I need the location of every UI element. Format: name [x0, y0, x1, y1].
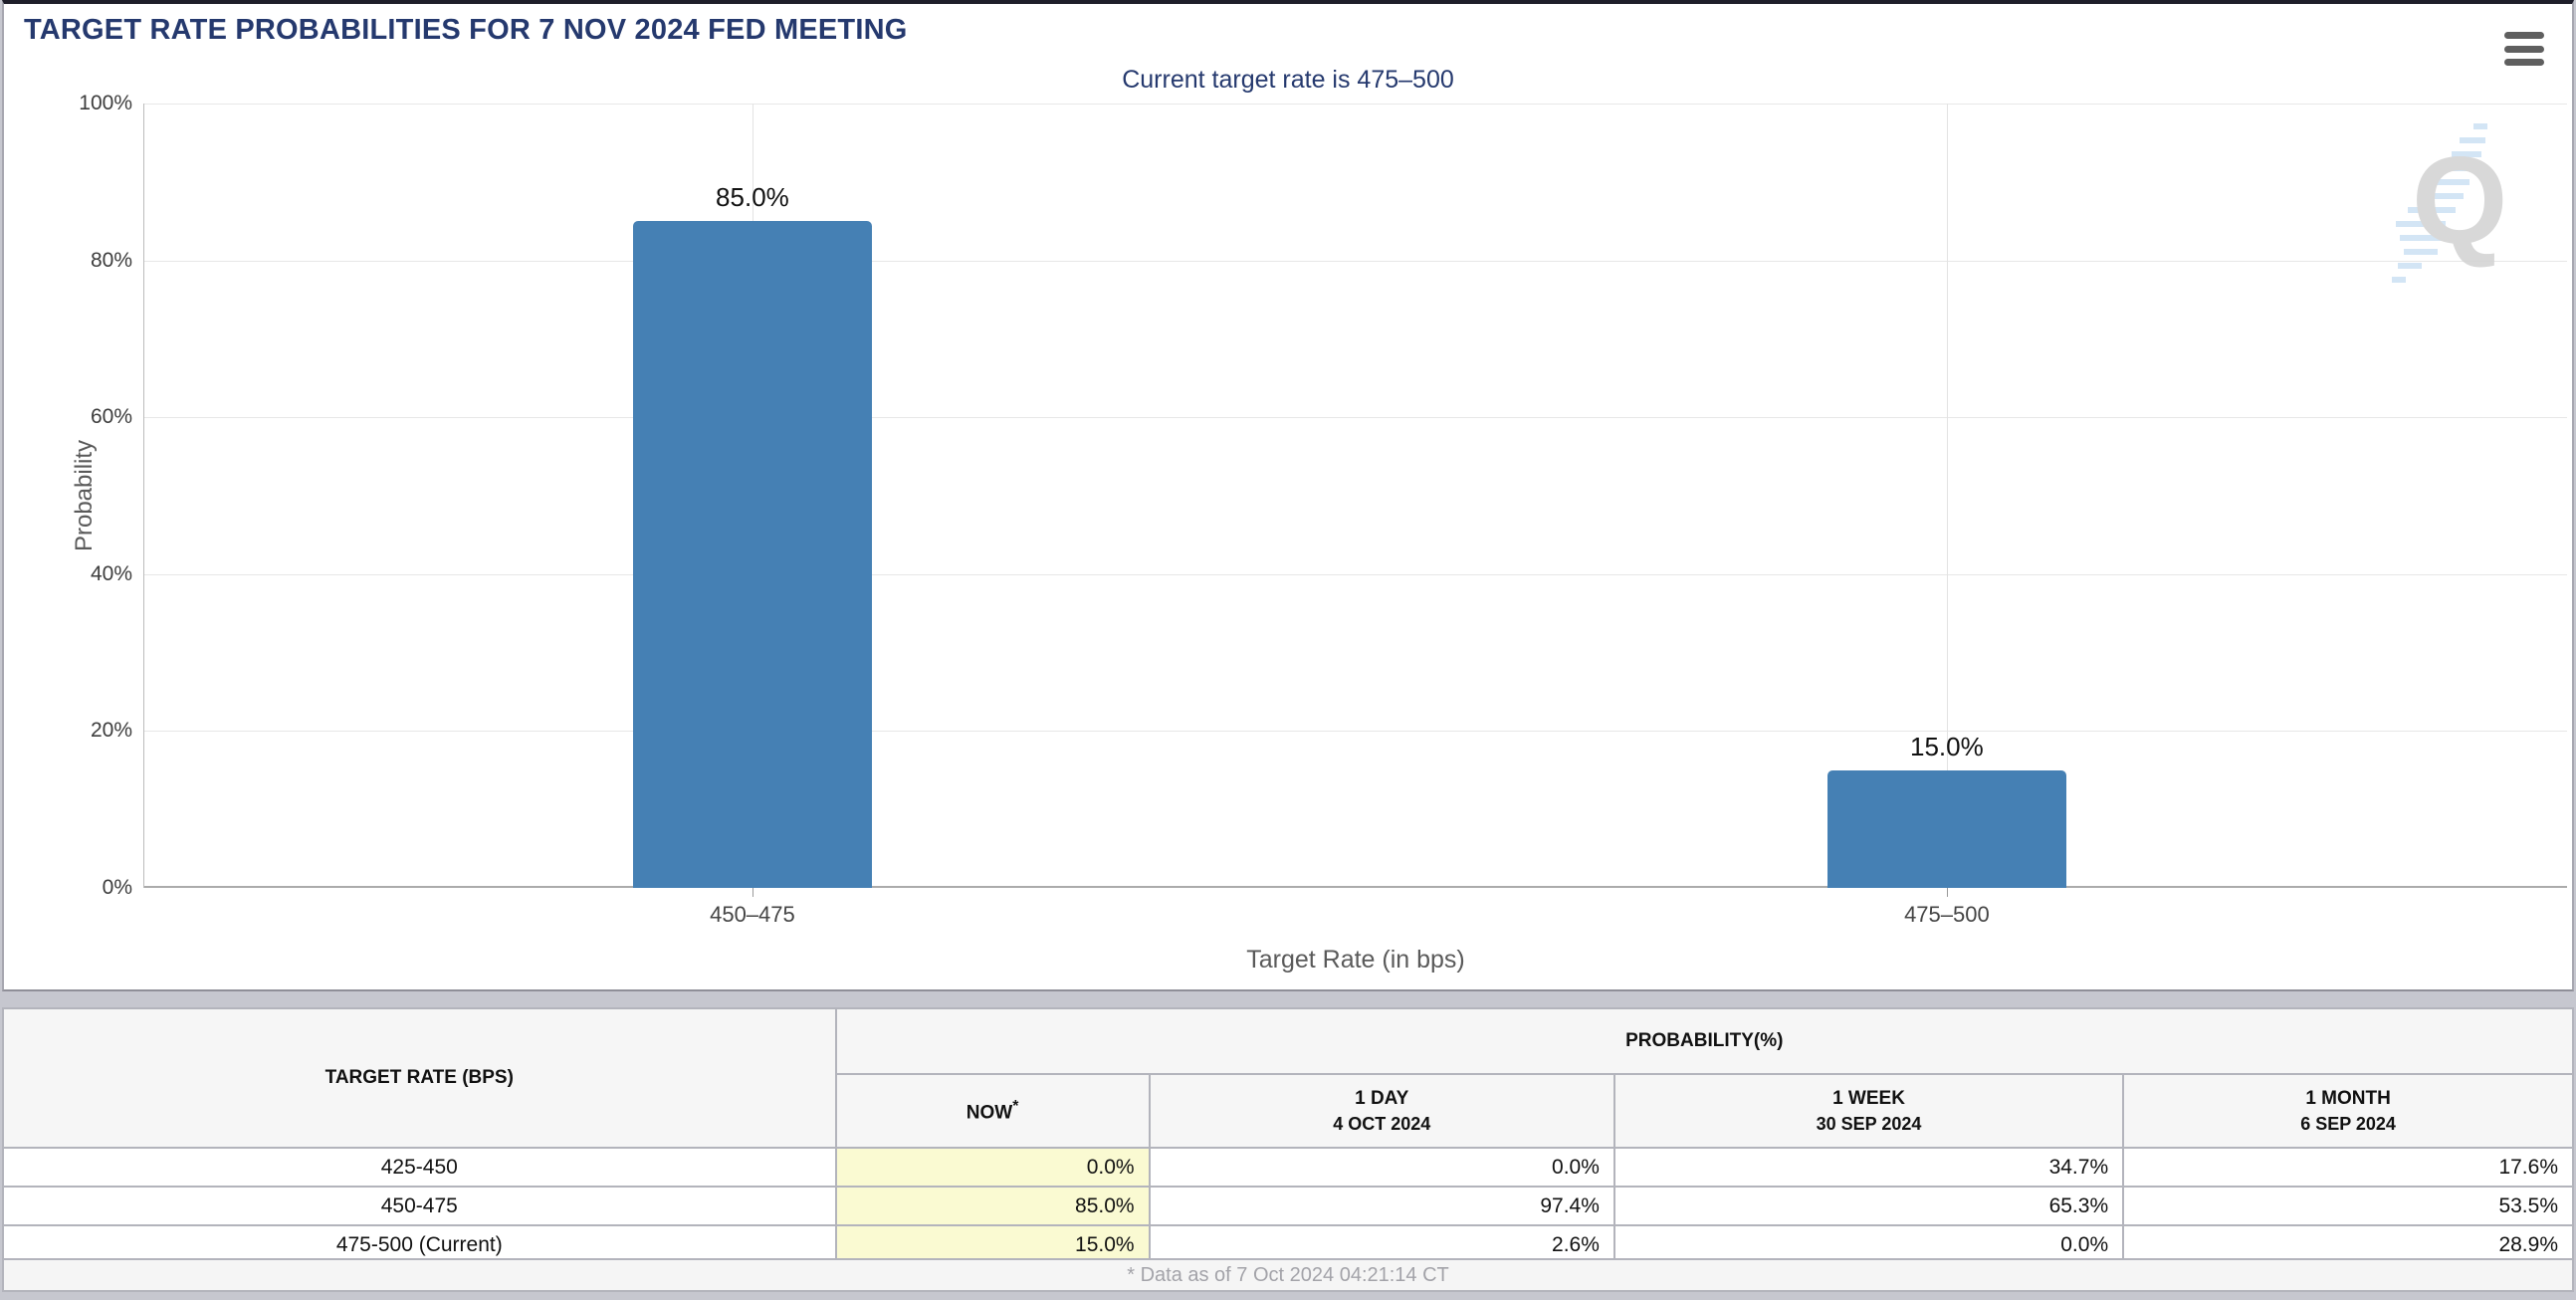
- hamburger-bar: [2504, 59, 2544, 66]
- y-axis-title: Probability: [71, 439, 99, 552]
- gridline-20: [144, 731, 2567, 732]
- now-label: NOW: [966, 1102, 1013, 1124]
- col-header-target-rate: TARGET RATE (BPS): [2, 1007, 837, 1149]
- rate-range-cell: 450-475: [2, 1186, 837, 1226]
- chart-panel: TARGET RATE PROBABILITIES FOR 7 NOV 2024…: [2, 0, 2574, 991]
- gridline-60: [144, 417, 2567, 418]
- page-title: TARGET RATE PROBABILITIES FOR 7 NOV 2024…: [24, 14, 908, 46]
- col-header-1week: 1 WEEK 30 SEP 2024: [1612, 1073, 2125, 1149]
- col-header-1day: 1 DAY 4 OCT 2024: [1148, 1073, 1615, 1149]
- bar-450-475[interactable]: [632, 221, 872, 888]
- 1month-label: 1 MONTH: [2305, 1087, 2391, 1109]
- table-row: 450-475 85.0% 97.4% 65.3% 53.5%: [2, 1186, 2574, 1226]
- now-prob-cell: 85.0%: [834, 1186, 1151, 1226]
- 1week-label: 1 WEEK: [1832, 1087, 1905, 1109]
- watermark-letter: Q: [2412, 132, 2507, 270]
- x-axis-line: [144, 886, 2567, 888]
- chart-subtitle: Current target rate is 475–500: [1122, 66, 1454, 94]
- gridline-cat2: [1946, 104, 1948, 888]
- y-tick-40: 40%: [90, 562, 132, 585]
- probability-table: TARGET RATE (BPS) PROBABILITY(%) NOW* 1 …: [2, 1007, 2575, 1265]
- bar-group-475-500: 15.0%: [1826, 104, 2066, 888]
- 1week-date: 30 SEP 2024: [1816, 1113, 1922, 1134]
- plot-area: 0% 20% 40% 60% 80% 100% Probability 85.0…: [71, 92, 2567, 974]
- bar-value-label: 15.0%: [1910, 731, 1984, 761]
- day-prob-cell: 97.4%: [1148, 1186, 1615, 1226]
- hamburger-bar: [2504, 32, 2544, 39]
- hamburger-bar: [2504, 45, 2544, 53]
- footer-note: * Data as of 7 Oct 2024 04:21:14 CT: [1127, 1263, 1449, 1286]
- month-prob-cell: 17.6%: [2122, 1147, 2574, 1188]
- day-prob-cell: 0.0%: [1148, 1147, 1615, 1188]
- gridline-40: [144, 574, 2567, 575]
- x-axis-title: Target Rate (in bps): [1246, 946, 1465, 974]
- gridline-100: [144, 104, 2567, 105]
- col-header-probability: PROBABILITY(%): [834, 1007, 2575, 1075]
- x-tick-450-475: 450–475: [710, 902, 795, 927]
- col-header-now: NOW*: [834, 1073, 1151, 1149]
- y-tick-60: 60%: [90, 405, 132, 428]
- x-tick-475-500: 475–500: [1904, 902, 1990, 927]
- x-tick-mark: [1946, 888, 1948, 897]
- bar-group-450-475: 85.0%: [632, 104, 872, 888]
- 1month-date: 6 SEP 2024: [2300, 1113, 2396, 1134]
- gridline-80: [144, 261, 2567, 262]
- table-row: 425-450 0.0% 0.0% 34.7% 17.6%: [2, 1147, 2574, 1188]
- y-tick-100: 100%: [79, 92, 132, 114]
- quikstrike-watermark-icon: Q: [2392, 123, 2507, 283]
- bar-value-label: 85.0%: [716, 182, 789, 213]
- rate-range-cell: 425-450: [2, 1147, 837, 1188]
- data-timestamp-footer: * Data as of 7 Oct 2024 04:21:14 CT: [2, 1258, 2574, 1292]
- hamburger-menu-icon[interactable]: [2504, 32, 2544, 66]
- now-prob-cell: 0.0%: [834, 1147, 1151, 1188]
- week-prob-cell: 65.3%: [1612, 1186, 2125, 1226]
- 1day-date: 4 OCT 2024: [1333, 1113, 1431, 1134]
- col-header-1month: 1 MONTH 6 SEP 2024: [2122, 1073, 2574, 1149]
- now-asterisk: *: [1012, 1097, 1019, 1115]
- y-tick-0: 0%: [102, 876, 132, 899]
- bar-475-500[interactable]: [1826, 769, 2066, 888]
- y-tick-80: 80%: [90, 249, 132, 272]
- 1day-label: 1 DAY: [1355, 1087, 1409, 1109]
- week-prob-cell: 34.7%: [1612, 1147, 2125, 1188]
- month-prob-cell: 53.5%: [2122, 1186, 2574, 1226]
- x-tick-mark: [751, 888, 753, 897]
- y-tick-20: 20%: [90, 719, 132, 742]
